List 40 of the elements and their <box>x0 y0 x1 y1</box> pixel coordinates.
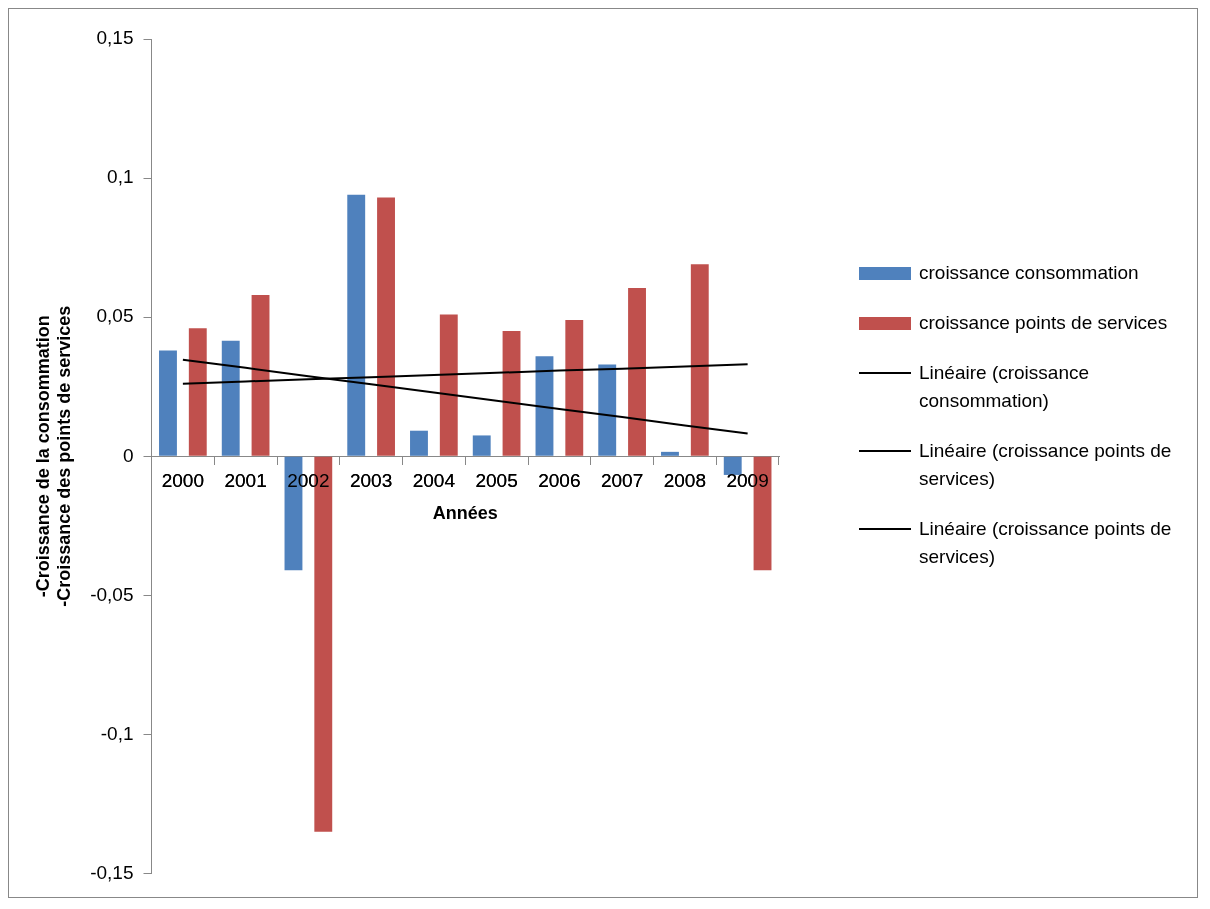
y-tick-label: -0,1 <box>100 722 134 744</box>
bar <box>410 430 428 456</box>
bar <box>598 364 617 456</box>
bar <box>535 356 554 456</box>
legend-label: Linéaire (croissance points de services) <box>919 517 1173 569</box>
x-tick-label: 2000 <box>161 469 205 491</box>
x-tick-label: 2002 <box>287 469 330 491</box>
y-tick-label: -0,15 <box>90 861 134 883</box>
x-axis-title: Années <box>432 502 498 523</box>
bar <box>159 350 177 456</box>
bar <box>723 456 742 475</box>
bar <box>251 294 270 456</box>
x-tick-label: 2007 <box>600 469 644 491</box>
y-tick-label: -0,05 <box>90 583 134 605</box>
bar <box>439 314 458 456</box>
x-tick-label: 2005 <box>475 469 518 491</box>
y-tick-label: 0,15 <box>96 27 134 49</box>
legend-label: Linéaire (croissance points de services) <box>919 439 1173 491</box>
x-tick-label: 2008 <box>663 469 707 491</box>
bar <box>502 331 521 456</box>
y-tick-label: 0,1 <box>107 166 134 188</box>
bar <box>628 287 646 456</box>
bar <box>661 451 679 456</box>
x-tick-label: 2004 <box>412 469 456 491</box>
legend-label: Linéaire (croissance consommation) <box>919 361 1091 413</box>
y-tick-label: 0 <box>122 444 134 466</box>
bar <box>472 435 491 456</box>
bar <box>221 340 240 456</box>
x-tick-label: 2003 <box>349 469 393 491</box>
bar <box>690 264 709 456</box>
bar <box>565 319 584 456</box>
legend-label: croissance consommation <box>919 261 1139 285</box>
bar <box>188 328 207 456</box>
legend-label: croissance points de services <box>919 311 1168 335</box>
x-tick-label: 2006 <box>538 469 581 491</box>
y-axis-title: -Croissance de la consommation -Croissance des points de services <box>32 305 75 607</box>
bar <box>377 197 395 456</box>
x-tick-label: 2001 <box>224 469 267 491</box>
bar <box>347 194 366 456</box>
y-tick-label: 0,05 <box>96 305 134 327</box>
